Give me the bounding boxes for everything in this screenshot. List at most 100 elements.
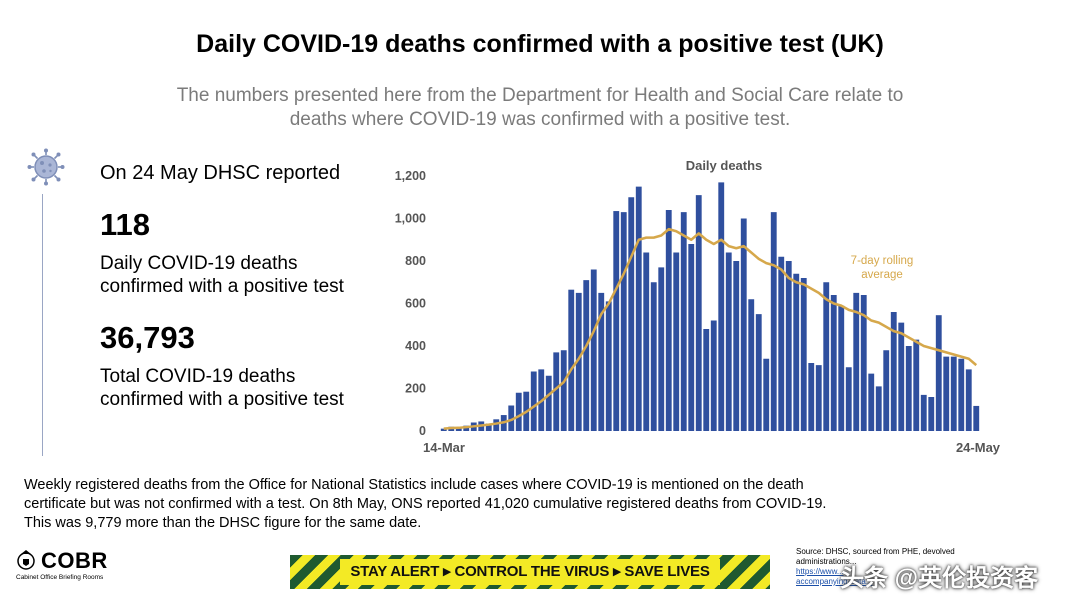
bar <box>950 356 957 432</box>
total-deaths-label: Total COVID-19 deaths confirmed with a p… <box>100 365 370 411</box>
rolling-average-label-line-2: average <box>861 269 903 281</box>
bar <box>680 212 687 432</box>
source-link-2[interactable]: accompanying-data... <box>796 577 873 586</box>
daily-deaths-chart: Daily deaths 0 200 400 600 800 1,000 1,200 7-d… <box>395 158 1001 455</box>
bar <box>740 218 747 431</box>
bar <box>778 256 785 431</box>
bar <box>613 211 620 431</box>
bar <box>928 397 935 431</box>
bar <box>643 252 650 431</box>
subtitle-line-2: deaths where COVID-19 was confirmed with… <box>289 109 791 130</box>
bar <box>553 352 560 432</box>
bar <box>838 305 845 432</box>
vertical-divider <box>42 194 43 456</box>
bar <box>905 346 912 431</box>
source-line-1: Source: DHSC, sourced from PHE, devolved <box>796 547 955 556</box>
banner-text: STAY ALERT ▸ CONTROL THE VIRUS ▸ SAVE LI… <box>340 559 720 585</box>
bar <box>590 269 597 431</box>
bar <box>868 373 875 432</box>
bar <box>860 295 867 431</box>
bar <box>688 244 695 431</box>
bar <box>770 212 777 432</box>
bar <box>763 358 770 431</box>
bar <box>718 182 725 432</box>
rolling-average-label-line-1: 7-day rolling <box>851 255 914 267</box>
bar <box>440 428 447 431</box>
ons-footnote: Weekly registered deaths from the Office… <box>24 476 904 533</box>
y-tick-label: 0 <box>419 424 426 438</box>
bar <box>830 295 837 431</box>
bar <box>875 386 882 432</box>
source-link-1[interactable]: https://www... <box>796 567 844 576</box>
bar <box>650 282 657 431</box>
bar <box>695 195 702 432</box>
bar <box>575 292 582 432</box>
y-tick-label: 800 <box>405 254 426 268</box>
bar <box>605 301 612 432</box>
page-title: Daily COVID-19 deaths confirmed with a p… <box>196 30 884 58</box>
bar <box>710 320 717 431</box>
y-tick-label: 1,200 <box>395 169 426 183</box>
total-label-line-2: confirmed with a positive test <box>100 389 344 410</box>
bar <box>898 322 905 432</box>
report-date-text: On 24 May DHSC reported <box>100 162 341 184</box>
bar <box>755 314 762 432</box>
total-label-line-1: Total COVID-19 deaths <box>100 366 296 387</box>
y-tick-label: 1,000 <box>395 212 426 226</box>
cobr-logo-text: COBR <box>41 548 108 573</box>
bar <box>890 312 897 431</box>
daily-label-line-2: confirmed with a positive test <box>100 276 344 297</box>
bar <box>455 427 462 431</box>
bar <box>620 212 627 432</box>
bar <box>583 280 590 432</box>
y-tick-label: 600 <box>405 297 426 311</box>
bar <box>800 278 807 431</box>
daily-deaths-value: 118 <box>100 207 151 242</box>
footnote-line-3: This was 9,779 more than the DHSC figure… <box>24 515 422 531</box>
chart-title: Daily deaths <box>686 158 763 173</box>
bar <box>785 261 792 431</box>
x-axis-end-label: 24-May <box>956 440 1001 455</box>
bar <box>508 405 515 431</box>
bar <box>935 315 942 431</box>
bar <box>793 273 800 431</box>
bar <box>665 210 672 431</box>
page-subtitle: The numbers presented here from the Depa… <box>120 84 960 132</box>
bar <box>485 423 492 431</box>
bar-series <box>440 182 980 432</box>
footnote-line-1: Weekly registered deaths from the Office… <box>24 477 804 493</box>
footnote-line-2: certificate but was not confirmed with a… <box>24 496 827 512</box>
bar <box>560 350 567 431</box>
cobr-logo-subtitle: Cabinet Office Briefing Rooms <box>16 574 104 581</box>
total-deaths-value: 36,793 <box>100 320 195 355</box>
bar <box>958 358 965 431</box>
bar <box>725 252 732 431</box>
bar <box>568 289 575 431</box>
bar <box>658 267 665 432</box>
y-tick-label: 400 <box>405 339 426 353</box>
bar <box>703 329 710 431</box>
bar <box>823 282 830 431</box>
daily-deaths-label: Daily COVID-19 deaths confirmed with a p… <box>100 252 370 298</box>
bar <box>845 367 852 431</box>
bar <box>973 405 980 431</box>
bar <box>808 363 815 431</box>
crest-icon <box>17 550 35 570</box>
source-line-2: administrations... <box>796 557 857 566</box>
bar <box>913 339 920 432</box>
watermark: 头条 @英伦投资客 <box>840 565 1039 592</box>
bar <box>815 365 822 432</box>
x-axis-start-label: 14-Mar <box>423 440 465 455</box>
bar <box>673 252 680 431</box>
bar <box>748 299 755 431</box>
stay-alert-banner: STAY ALERT ▸ CONTROL THE VIRUS ▸ SAVE LI… <box>290 555 770 589</box>
y-tick-label: 200 <box>405 382 426 396</box>
bar <box>920 394 927 432</box>
subtitle-line-1: The numbers presented here from the Depa… <box>176 85 904 106</box>
rolling-average-line <box>443 227 978 430</box>
bar <box>598 292 605 432</box>
bar <box>493 419 500 431</box>
bar <box>628 197 635 431</box>
virus-icon <box>27 148 65 186</box>
bar <box>853 292 860 432</box>
